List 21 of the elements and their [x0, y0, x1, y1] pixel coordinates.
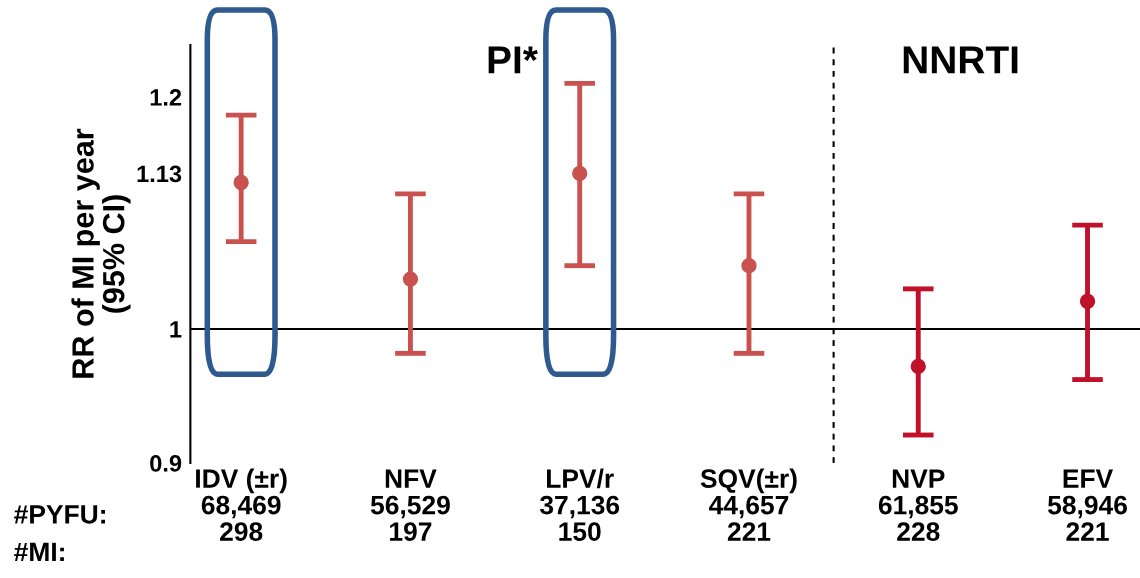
text: #MI: — [14, 542, 64, 561]
y-tick-label: 1 — [170, 321, 182, 338]
y-axis-title: RR of MI per year (95% CI) — [71, 128, 131, 378]
point — [233, 174, 249, 191]
annotation: NNRTI — [903, 46, 1018, 74]
x-tick-label: SQV(±r) 44,657 221 — [700, 468, 797, 541]
y-tick-label: 1.13 — [137, 165, 182, 183]
x-tick-label: IDV (±r) 68,469 298 — [196, 468, 287, 541]
x-tick-label: NFV 56,529 197 — [370, 469, 450, 541]
x-tick-label: NVP 61,855 228 — [878, 469, 958, 541]
point — [741, 258, 757, 274]
y-tick-label: 0.9 — [150, 455, 182, 472]
annotation: PI* — [488, 46, 538, 74]
x-tick-label: EFV 58,946 221 — [1047, 469, 1127, 541]
y-tick-label: 1.2 — [150, 89, 182, 106]
point — [1079, 293, 1096, 309]
point — [910, 358, 926, 375]
x-tick-label: LPV/r 37,136 150 — [539, 468, 620, 541]
text: #PYFU: — [14, 505, 105, 524]
point — [402, 271, 419, 287]
point — [572, 165, 588, 182]
